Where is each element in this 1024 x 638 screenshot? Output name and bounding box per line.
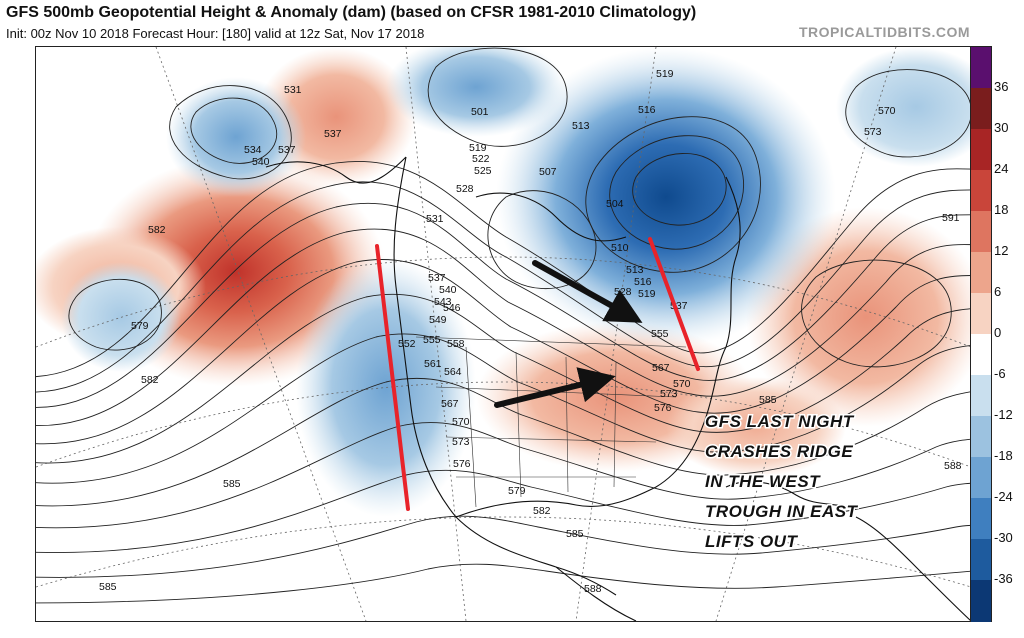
colorbar-tick-label: 30 — [994, 120, 1008, 135]
colorbar-swatch — [971, 539, 991, 581]
contour-label: 591 — [942, 212, 960, 224]
brand-watermark: TROPICALTIDBITS.COM — [799, 24, 970, 40]
contour-label: 540 — [252, 156, 270, 168]
colorbar-swatch — [971, 211, 991, 253]
contour-label: 576 — [654, 402, 672, 414]
contour-label: 549 — [429, 314, 447, 326]
colorbar-tick-label: -6 — [994, 366, 1006, 381]
contour-label: 513 — [626, 264, 644, 276]
contour-label: 579 — [131, 320, 149, 332]
contour-label: 531 — [284, 84, 302, 96]
colorbar-tick-label: 24 — [994, 161, 1008, 176]
contour-label: 582 — [148, 224, 166, 236]
contour-label: 555 — [423, 334, 441, 346]
contour-label: 585 — [566, 528, 584, 540]
contour-label: 588 — [584, 583, 602, 595]
contour-label: 537 — [278, 144, 296, 156]
contour-label: 573 — [660, 388, 678, 400]
contour-label: 573 — [452, 436, 470, 448]
colorbar-swatch — [971, 47, 991, 89]
contour-label: 504 — [606, 198, 624, 210]
colorbar-swatch — [971, 170, 991, 212]
colorbar-swatch — [971, 457, 991, 499]
colorbar-tick-label: 6 — [994, 284, 1001, 299]
annotation-line: CRASHES RIDGE — [705, 442, 853, 461]
colorbar-tick-label: -36 — [994, 571, 1013, 586]
contour-label: 582 — [141, 374, 159, 386]
colorbar-swatch — [971, 252, 991, 294]
annotation-line: LIFTS OUT — [705, 532, 798, 551]
contour-label: 579 — [508, 485, 526, 497]
colorbar-swatch — [971, 129, 991, 171]
colorbar-tick-label: -24 — [994, 489, 1013, 504]
contour-label: 501 — [471, 106, 489, 118]
chart-title: GFS 500mb Geopotential Height & Anomaly … — [6, 4, 696, 22]
anomaly-colorbar — [970, 46, 992, 622]
contour-label: 558 — [447, 338, 465, 350]
contour-label: 582 — [533, 505, 551, 517]
contour-label: 546 — [443, 302, 461, 314]
contour-label: 528 — [614, 286, 632, 298]
colorbar-tick-label: -18 — [994, 448, 1013, 463]
contour-label: 570 — [452, 416, 470, 428]
annotation-line: IN THE WEST — [705, 472, 821, 491]
height-anomaly-map: 531 537 534 540 537 582 579 582 585 585 … — [35, 46, 972, 622]
contour-label: 561 — [424, 358, 442, 370]
contour-label: 552 — [398, 338, 416, 350]
contour-label: 585 — [759, 394, 777, 406]
colorbar-tick-label: 36 — [994, 79, 1008, 94]
init-forecast-info: Init: 00z Nov 10 2018 Forecast Hour: [18… — [6, 26, 424, 41]
colorbar-swatch — [971, 416, 991, 458]
contour-label: 516 — [634, 276, 652, 288]
contour-label: 588 — [944, 460, 962, 472]
colorbar-swatch — [971, 293, 991, 335]
contour-label: 564 — [444, 366, 462, 378]
contour-label: 522 — [472, 153, 490, 165]
contour-label: 510 — [611, 242, 629, 254]
colorbar-swatch — [971, 580, 991, 622]
contour-label: 576 — [453, 458, 471, 470]
contour-label: 585 — [223, 478, 241, 490]
colorbar-tick-label: 12 — [994, 243, 1008, 258]
contour-label: 573 — [864, 126, 882, 138]
colorbar-swatch — [971, 498, 991, 540]
contour-label: 540 — [439, 284, 457, 296]
contour-label: 531 — [426, 213, 444, 225]
contour-label: 534 — [244, 144, 262, 156]
contour-label: 585 — [99, 581, 117, 593]
colorbar-swatch — [971, 375, 991, 417]
contour-label: 519 — [638, 288, 656, 300]
annotation-line: TROUGH IN EAST — [705, 502, 859, 521]
colorbar-tick-label: 18 — [994, 202, 1008, 217]
colorbar-swatch — [971, 88, 991, 130]
contour-label: 528 — [456, 183, 474, 195]
contour-label: 537 — [324, 128, 342, 140]
colorbar-tick-label: 0 — [994, 325, 1001, 340]
contour-label: 537 — [428, 272, 446, 284]
contour-label: 513 — [572, 120, 590, 132]
contour-label: 570 — [878, 105, 896, 117]
colorbar-tick-label: -30 — [994, 530, 1013, 545]
colorbar-swatch — [971, 334, 991, 376]
contour-label: 519 — [656, 68, 674, 80]
contour-label: 507 — [539, 166, 557, 178]
colorbar-tick-label: -12 — [994, 407, 1013, 422]
contour-label: 567 — [441, 398, 459, 410]
contour-label: 525 — [474, 165, 492, 177]
annotation-line: GFS LAST NIGHT — [705, 412, 855, 431]
contour-label: 555 — [651, 328, 669, 340]
contour-label: 516 — [638, 104, 656, 116]
contour-label: 567 — [652, 362, 670, 374]
